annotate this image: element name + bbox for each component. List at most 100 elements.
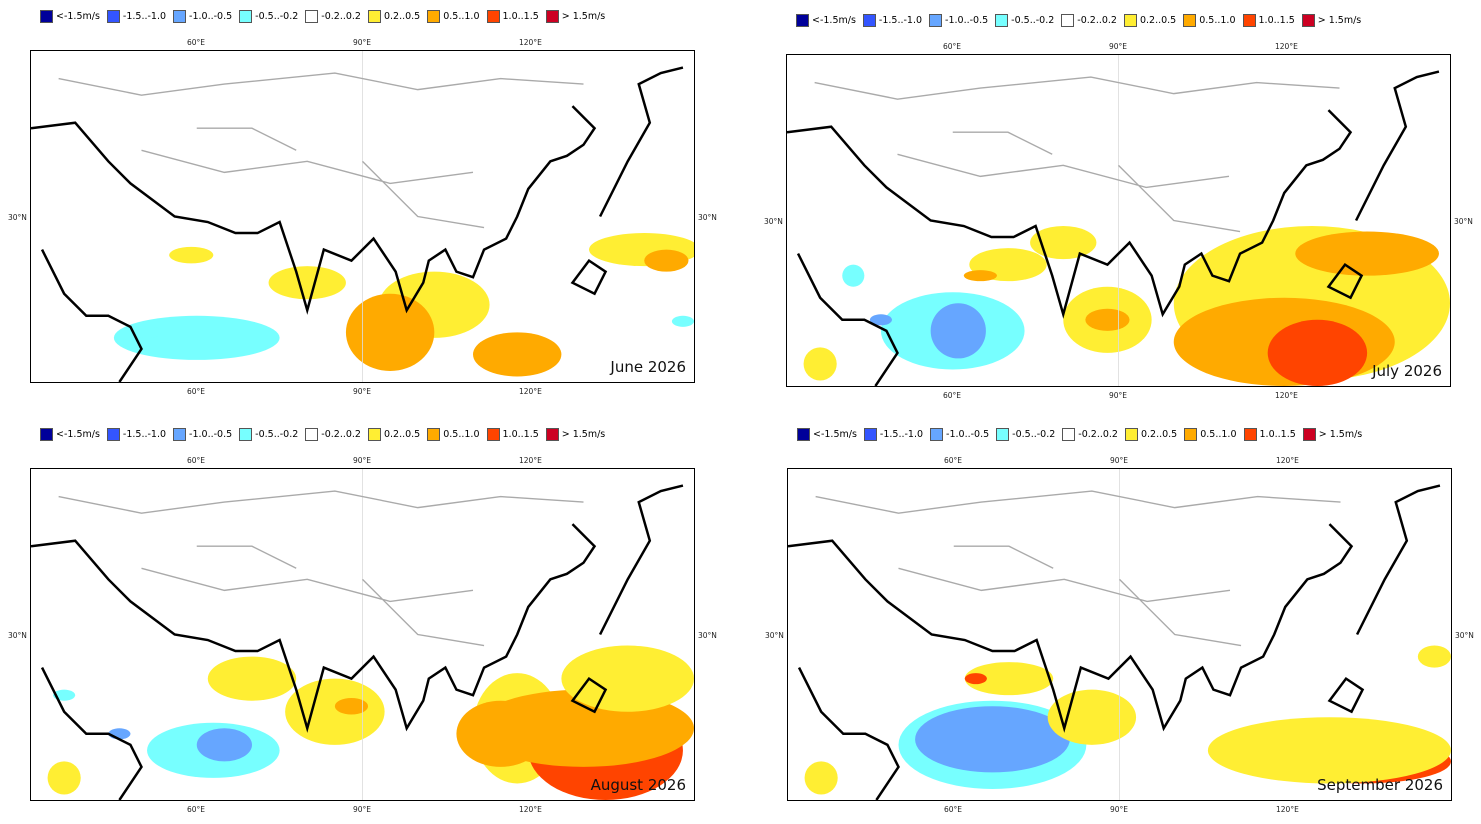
map-area: June 2026 — [30, 50, 695, 383]
legend-swatch — [305, 10, 319, 23]
anomaly-region — [207, 656, 297, 701]
legend-label: 1.0..1.5 — [1259, 429, 1296, 440]
legend-swatch — [1123, 14, 1137, 27]
anomaly-region — [644, 249, 689, 272]
legend-label: 0.5..1.0 — [443, 429, 480, 440]
legend-item: -1.0..-0.5 — [929, 14, 988, 27]
legend-swatch — [40, 428, 53, 441]
map-title: July 2026 — [1372, 362, 1442, 380]
anomaly-region — [930, 303, 986, 359]
legend-swatch — [996, 428, 1010, 441]
legend-label: 0.2..0.5 — [1140, 429, 1178, 440]
country-borders — [58, 490, 584, 647]
legend-item: > 1.5m/s — [1302, 428, 1363, 441]
anomaly-region — [268, 266, 346, 300]
anomaly-region — [130, 326, 164, 338]
legend-swatch — [1243, 428, 1257, 441]
legend-label: -0.5..-0.2 — [1011, 15, 1055, 26]
lon-tick-label: 90°E — [1110, 805, 1129, 814]
lat-tick-label-left: 30°N — [765, 631, 784, 640]
anomaly-region — [1417, 645, 1451, 668]
legend-item: 0.5..1.0 — [1183, 14, 1236, 27]
legend-swatch — [427, 10, 441, 23]
legend-item: 0.2..0.5 — [1123, 14, 1177, 27]
legend-label: <-1.5m/s — [56, 11, 100, 22]
legend-swatch — [367, 10, 381, 23]
legend-label: 1.0..1.5 — [502, 11, 539, 22]
legend-item: 0.2..0.5 — [367, 428, 420, 441]
map-title: June 2026 — [610, 358, 686, 376]
legend-item: -0.5..-0.2 — [239, 428, 298, 441]
legend-item: -0.5..-0.2 — [996, 428, 1055, 441]
anomaly-region — [915, 706, 1070, 773]
legend-label: <-1.5m/s — [813, 429, 857, 440]
country-borders — [58, 72, 584, 229]
lon-tick-label: 120°E — [1276, 805, 1299, 814]
legend-label: -1.5..-1.0 — [879, 429, 924, 440]
forecast-map-panel: <-1.5m/s -1.5..-1.0 -1.0..-0.5 -0.5..-0.2 -0… — [765, 424, 1481, 824]
legend-swatch — [173, 10, 187, 23]
lat-tick-label-right: 30°N — [698, 631, 717, 640]
anomaly-region — [963, 270, 997, 282]
legend-swatch — [1061, 14, 1075, 27]
legend-swatch — [427, 428, 441, 441]
legend-swatch — [995, 14, 1009, 27]
legend-swatch — [929, 14, 943, 27]
legend-swatch — [1302, 428, 1316, 441]
anomaly-region — [108, 728, 131, 740]
legend-item: -0.2..0.2 — [1062, 428, 1118, 441]
anomaly-region — [285, 678, 385, 745]
legend-item: -1.5..-1.0 — [106, 10, 167, 23]
legend-label: -1.5..-1.0 — [122, 11, 167, 22]
lon-tick-label: 60°E — [187, 38, 206, 47]
legend-label: > 1.5m/s — [561, 11, 606, 22]
anomaly-region — [1295, 231, 1439, 276]
legend-item: <-1.5m/s — [797, 428, 857, 441]
legend-item: 0.2..0.5 — [1124, 428, 1178, 441]
lon-tick-label: 60°E — [187, 387, 206, 396]
legend-item: 0.5..1.0 — [427, 428, 480, 441]
anomaly-region — [196, 728, 252, 762]
legend-item: <-1.5m/s — [40, 10, 100, 23]
legend-label: -0.5..-0.2 — [1012, 429, 1056, 440]
legend-label: -1.0..-0.5 — [189, 429, 233, 440]
legend-item: 1.0..1.5 — [1243, 428, 1296, 441]
legend-item: 0.5..1.0 — [427, 10, 480, 23]
legend-swatch — [239, 428, 253, 441]
color-legend: <-1.5m/s -1.5..-1.0 -1.0..-0.5 -0.5..-0.2 -0… — [40, 428, 612, 441]
legend-label: -0.5..-0.2 — [255, 429, 299, 440]
lon-tick-label: 60°E — [943, 42, 962, 51]
legend-label: 0.5..1.0 — [1200, 429, 1237, 440]
lat-tick-label-right: 30°N — [698, 213, 717, 222]
legend-label: 0.2..0.5 — [383, 11, 421, 22]
country-borders — [814, 76, 1340, 233]
lon-tick-label: 120°E — [1275, 42, 1298, 51]
country-borders — [815, 490, 1341, 647]
legend-swatch — [486, 428, 500, 441]
anomaly-region — [869, 314, 892, 326]
anomaly-region — [1207, 717, 1451, 784]
legend-label: -1.5..-1.0 — [122, 429, 167, 440]
anomaly-region — [964, 673, 987, 685]
color-legend: <-1.5m/s -1.5..-1.0 -1.0..-0.5 -0.5..-0.2 -0… — [797, 428, 1369, 441]
legend-label: 0.5..1.0 — [1199, 15, 1236, 26]
legend-label: > 1.5m/s — [1318, 429, 1363, 440]
legend-label: 0.2..0.5 — [1139, 15, 1177, 26]
legend-swatch — [305, 428, 319, 441]
anomaly-region — [47, 761, 81, 795]
legend-item: > 1.5m/s — [545, 428, 605, 441]
legend-label: 1.0..1.5 — [1258, 15, 1295, 26]
lon-tick-label: 90°E — [1109, 391, 1128, 400]
legend-label: -0.2..0.2 — [321, 11, 361, 22]
lon-tick-label: 120°E — [519, 387, 542, 396]
anomaly-region — [1085, 308, 1130, 331]
legend-item: 0.2..0.5 — [367, 10, 421, 23]
legend-item: -0.5..-0.2 — [995, 14, 1054, 27]
legend-swatch — [486, 10, 500, 23]
anomaly-region — [1267, 319, 1368, 386]
legend-item: -1.5..-1.0 — [106, 428, 167, 441]
legend-swatch — [1184, 428, 1198, 441]
legend-swatch — [367, 428, 381, 441]
anomaly-region — [561, 645, 694, 712]
legend-item: -1.5..-1.0 — [862, 14, 922, 27]
